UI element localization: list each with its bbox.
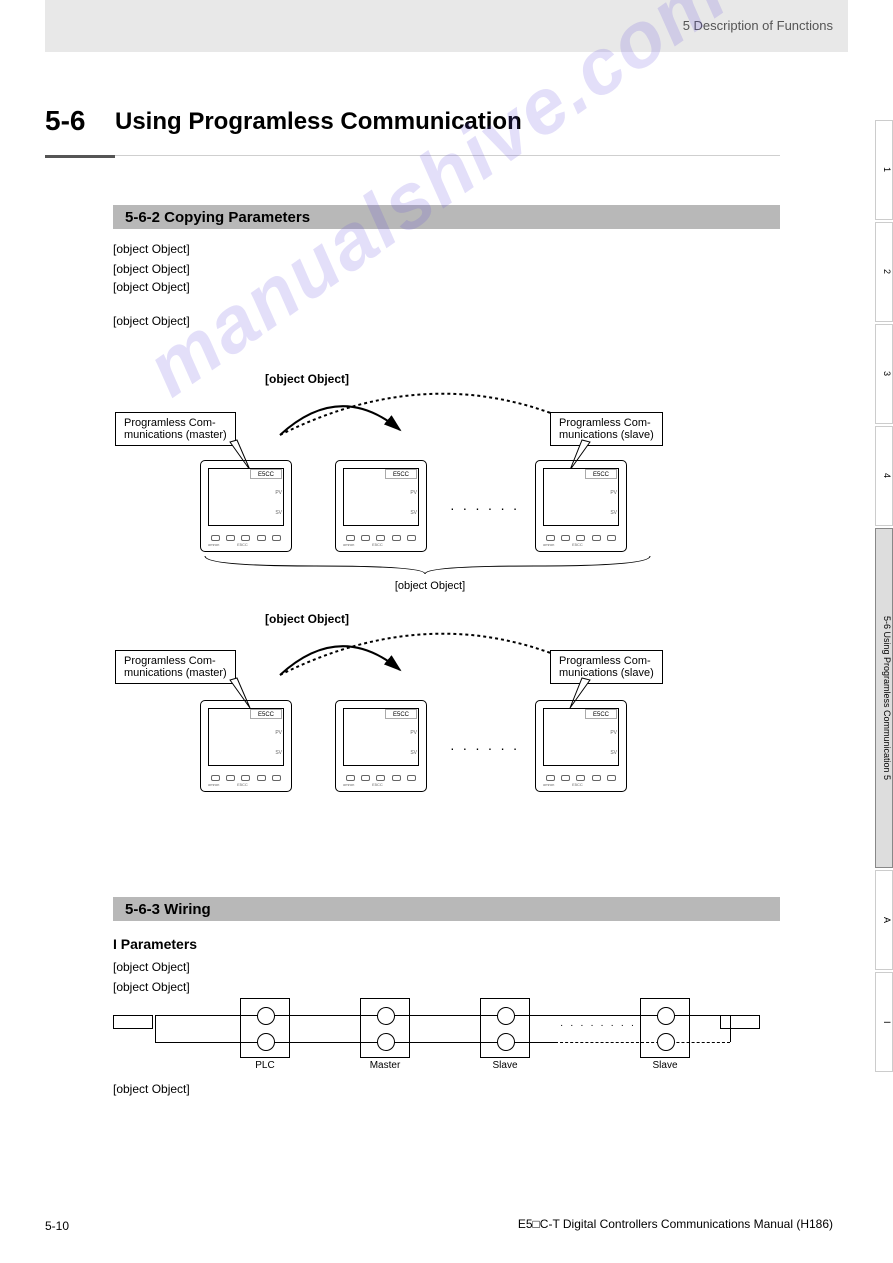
wiring-label: Slave	[480, 1060, 530, 1071]
sub-heading-parameters: I Parameters	[113, 936, 197, 952]
wiring-label: Slave	[640, 1060, 690, 1071]
paragraph-4: [object Object]	[113, 312, 190, 330]
controller-device: E5CCPVSVomron E5CC	[200, 700, 292, 792]
paragraph-3: [object Object]	[113, 278, 190, 296]
callout-master-2: Programless Com- munications (master)	[115, 650, 236, 684]
footer-ref: E5□C-T Digital Controllers Communication…	[518, 1215, 833, 1233]
paragraph-5: [object Object]	[113, 958, 190, 976]
wiring-note: [object Object]	[113, 1080, 190, 1098]
wire-right-drop	[730, 1015, 731, 1042]
section-rule-accent	[45, 155, 115, 158]
side-tab: A	[875, 870, 893, 970]
subsection-bar-1-label: 5-6-2 Copying Parameters	[125, 209, 310, 226]
wire-left-drop	[155, 1015, 156, 1042]
subsection-bar-2-label: 5-6-3 Wiring	[125, 901, 211, 918]
wiring-dots: · · · · · · · ·	[560, 1020, 636, 1031]
wiring-label: Master	[360, 1060, 410, 1071]
side-tab: 3	[875, 324, 893, 424]
section-rule	[45, 155, 780, 156]
side-tab: I	[875, 972, 893, 1072]
controller-device: E5CCPVSVomron E5CC	[335, 460, 427, 552]
paragraph-2: [object Object]	[113, 260, 190, 278]
terminating-resistor-right	[720, 1015, 760, 1029]
dots-row-1: · · · · · ·	[450, 500, 519, 516]
subsection-bar-2: 5-6-3 Wiring	[113, 897, 780, 921]
side-tab: 2	[875, 222, 893, 322]
dots-row-2: · · · · · ·	[450, 740, 519, 756]
controller-device: E5CCPVSVomron E5CC	[535, 460, 627, 552]
page-number: 5-10	[45, 1219, 69, 1233]
wiring-node-slave1	[480, 998, 530, 1058]
wiring-label: PLC	[240, 1060, 290, 1071]
controller-device: E5CCPVSVomron E5CC	[335, 700, 427, 792]
section-number: 5-6	[45, 105, 85, 137]
header-chapter: 5 Description of Functions	[683, 18, 833, 33]
section-title: Using Programless Communication	[115, 108, 522, 136]
paragraph-1: [object Object]	[113, 240, 190, 258]
wiring-node-plc	[240, 998, 290, 1058]
brace-note: [object Object]	[180, 580, 680, 592]
wiring-node-master	[360, 998, 410, 1058]
side-tab: 5-6 Using Programless Communication 5	[875, 528, 893, 868]
side-tab: 1	[875, 120, 893, 220]
controller-device: E5CCPVSVomron E5CC	[200, 460, 292, 552]
callout-master-1: Programless Com- munications (master)	[115, 412, 236, 446]
paragraph-6: [object Object]	[113, 978, 190, 996]
side-tab: 4	[875, 426, 893, 526]
controller-device: E5CCPVSVomron E5CC	[535, 700, 627, 792]
terminating-resistor-left	[113, 1015, 153, 1029]
subsection-bar-1: 5-6-2 Copying Parameters	[113, 205, 780, 229]
wiring-node-slaveN	[640, 998, 690, 1058]
